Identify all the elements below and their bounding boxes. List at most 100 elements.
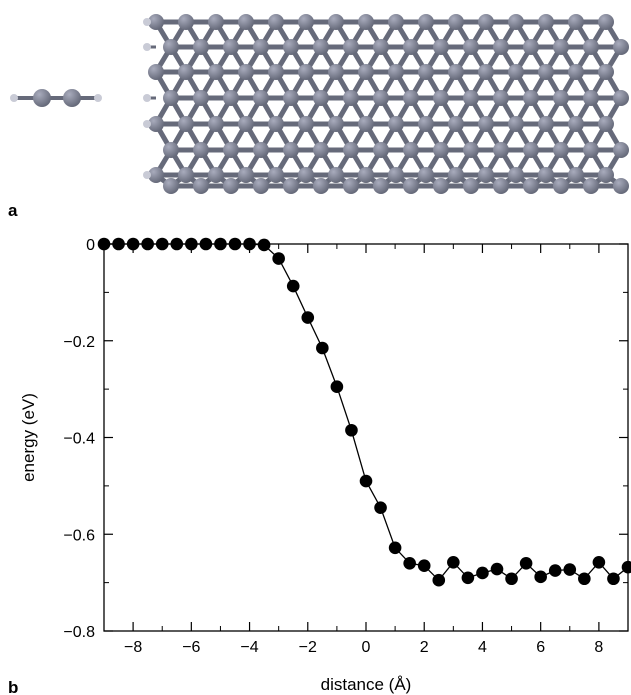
energy-chart: −8 −6 −4 −2 0 2 4 6 8 0 −0.2 −0.4 −0.6 −0.8 distance… [19,237,631,694]
carbon-atom [283,90,299,106]
carbon-atom [358,167,374,183]
data-point [432,573,446,587]
carbon-atom [418,116,434,132]
data-point [316,341,329,355]
carbon-atom [433,90,449,106]
carbon-atom [178,14,194,30]
carbon-atom [163,39,179,55]
x-tick-label: 0 [362,639,371,656]
carbon-atom [238,14,254,30]
carbon-atom [598,116,614,132]
nanotube [143,14,629,194]
carbon-atom [163,142,179,158]
panel-b-label: b [8,678,18,695]
carbon-atom [418,14,434,30]
carbon-atom [448,64,464,80]
carbon-atom [553,178,569,194]
carbon-atom [508,116,524,132]
carbon-atom [403,39,419,55]
data-point [199,237,213,251]
carbon-atom [193,39,209,55]
carbon-atom [613,178,629,194]
data-point [330,380,344,394]
carbon-atom [523,178,539,194]
carbon-atom [253,142,269,158]
data-point [578,572,591,586]
carbon-atom [313,39,329,55]
carbon-atom [583,142,599,158]
carbon-atom [193,178,209,194]
carbon-atom [403,142,419,158]
carbon-atom [583,90,599,106]
carbon-atom [238,116,254,132]
carbon-atom [433,178,449,194]
carbon-atom [403,178,419,194]
data-point [301,311,315,324]
y-tick-label: −0.2 [63,334,95,351]
carbon-atom [33,89,51,107]
data-point [388,541,402,555]
carbon-atom [208,167,224,183]
data-point [112,237,125,251]
y-tick-label: −0.8 [63,624,95,641]
carbon-atom [223,178,239,194]
hydrogen-atom [143,94,151,102]
carbon-atom [223,142,239,158]
carbon-atom [523,90,539,106]
carbon-atom [268,14,284,30]
y-tick-label: −0.6 [63,527,95,544]
series-line [104,243,629,582]
data-points [97,237,631,587]
x-tick-label: 8 [594,639,603,656]
carbon-atom [298,64,314,80]
x-tick-label: 4 [478,639,487,656]
carbon-atom [178,167,194,183]
carbon-atom [448,14,464,30]
data-point [490,562,504,576]
y-tick-label: −0.4 [63,431,95,448]
carbon-atom [478,64,494,80]
data-point [592,556,606,569]
carbon-atom [553,142,569,158]
carbon-atom [283,178,299,194]
carbon-atom [298,14,314,30]
tube-atoms [143,14,629,194]
data-point [505,572,518,586]
hydrogen-atom [10,94,18,102]
carbon-atom [358,116,374,132]
carbon-atom [148,14,164,30]
data-point [272,252,285,265]
carbon-atom [553,39,569,55]
carbon-atom [238,64,254,80]
carbon-atom [538,116,554,132]
x-tick-label: 2 [420,639,429,656]
carbon-atom [328,116,344,132]
carbon-atom [508,14,524,30]
carbon-atom [328,167,344,183]
data-point [345,423,358,437]
data-point [548,564,562,577]
data-point [141,237,154,251]
carbon-atom [478,14,494,30]
carbon-atom [418,167,434,183]
carbon-atom [508,167,524,183]
carbon-atom [493,90,509,106]
carbon-atom [298,167,314,183]
carbon-atom [613,39,629,55]
data-point [170,237,184,251]
carbon-atom [373,39,389,55]
carbon-atom [493,39,509,55]
x-tick-labels: −8 −6 −4 −2 0 2 4 6 8 [124,639,603,656]
carbon-atom [343,39,359,55]
carbon-atom [298,116,314,132]
data-point [155,237,169,251]
carbon-atom [388,64,404,80]
carbon-atom [433,39,449,55]
carbon-atom [538,64,554,80]
carbon-atom [553,90,569,106]
carbon-atom [163,178,179,194]
carbon-atom [583,39,599,55]
carbon-atom [193,142,209,158]
carbon-atom [328,14,344,30]
